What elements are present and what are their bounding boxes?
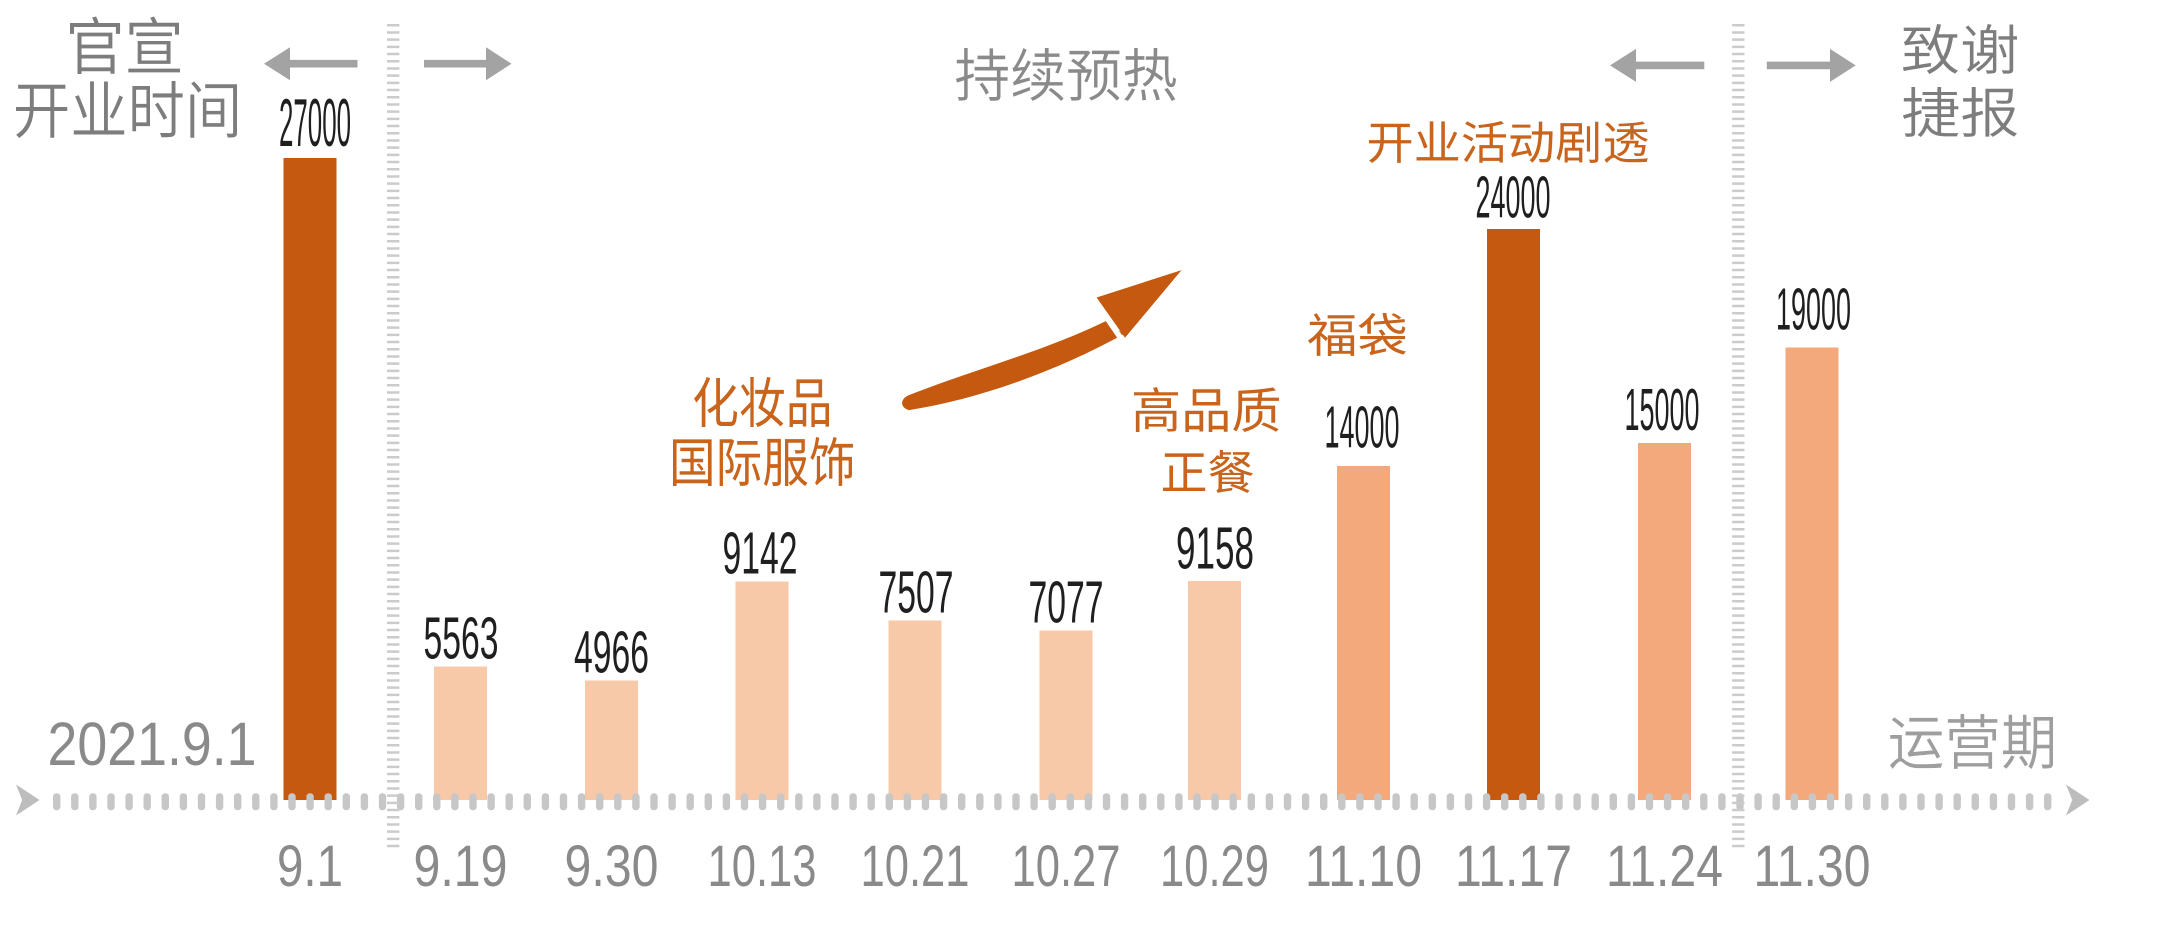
svg-text:14000: 14000 (1325, 395, 1400, 461)
svg-text:10.29: 10.29 (1160, 834, 1269, 899)
svg-text:4966: 4966 (574, 620, 649, 686)
svg-text:7507: 7507 (879, 560, 954, 626)
svg-text:27000: 27000 (279, 85, 351, 161)
svg-text:11.10: 11.10 (1305, 834, 1422, 899)
svg-text:11.24: 11.24 (1606, 834, 1723, 899)
svg-text:9142: 9142 (723, 521, 798, 587)
svg-text:24000: 24000 (1476, 165, 1551, 231)
svg-text:2021.9.1: 2021.9.1 (48, 710, 257, 778)
svg-text:15000: 15000 (1625, 377, 1700, 443)
svg-text:9.30: 9.30 (565, 834, 659, 899)
svg-text:9158: 9158 (1176, 516, 1254, 582)
svg-text:10.21: 10.21 (861, 834, 970, 899)
svg-text:5563: 5563 (424, 606, 499, 672)
svg-text:9.19: 9.19 (414, 834, 508, 899)
svg-text:10.13: 10.13 (708, 834, 817, 899)
svg-text:7077: 7077 (1029, 570, 1104, 636)
svg-text:11.17: 11.17 (1455, 834, 1572, 899)
svg-text:19000: 19000 (1776, 277, 1851, 343)
svg-text:9.1: 9.1 (277, 834, 343, 899)
svg-text:11.30: 11.30 (1754, 834, 1871, 899)
svg-text:10.27: 10.27 (1012, 834, 1121, 899)
